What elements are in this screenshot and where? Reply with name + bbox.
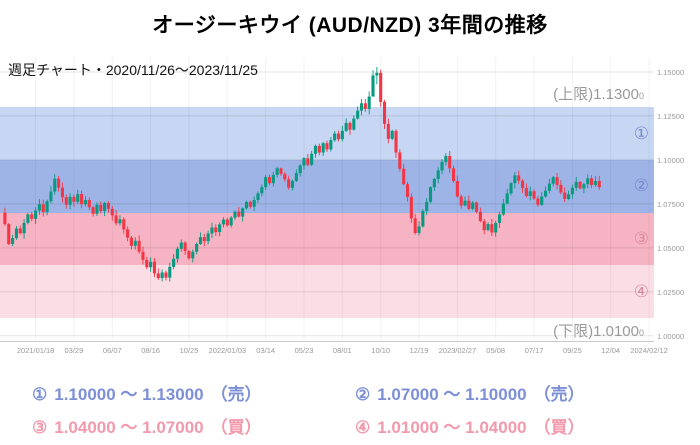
x-axis-label: 08/01 bbox=[332, 346, 352, 355]
x-axis-label: 12/19 bbox=[409, 346, 429, 355]
lower-limit-label: (下限)1.01000 bbox=[553, 320, 644, 341]
legend-range: 1.01000 ～ 1.04000 bbox=[377, 418, 527, 437]
upper-limit-small-zero: 0 bbox=[638, 91, 644, 101]
chart-area: 週足チャート・2020/11/26〜2023/11/25 (上限)1.13000… bbox=[0, 50, 700, 372]
candles-svg bbox=[0, 57, 654, 342]
x-axis-label: 2021/01/18 bbox=[16, 346, 55, 355]
zone-marker-2: ② bbox=[633, 176, 649, 196]
plot-area: 週足チャート・2020/11/26〜2023/11/25 (上限)1.13000… bbox=[0, 57, 654, 342]
legend-item-zone2: ② 1.07000 ～ 1.10000 （売） bbox=[355, 380, 678, 405]
zone-band-3 bbox=[0, 212, 654, 266]
zone-marker-4: ④ bbox=[633, 281, 649, 301]
x-axis-label: 09/25 bbox=[563, 346, 582, 355]
legend-item-zone4: ④ 1.01000 ～ 1.04000 （買） bbox=[355, 413, 678, 438]
legend-zone-number: ④ bbox=[355, 418, 371, 437]
y-axis-label: 1.02500 bbox=[657, 287, 685, 297]
legend-zone-number: ① bbox=[32, 385, 48, 404]
zone-marker-1: ① bbox=[633, 123, 649, 143]
legend-side: （買） bbox=[533, 418, 585, 437]
y-axis-label: 1.00000 bbox=[657, 331, 685, 341]
zone-marker-3: ③ bbox=[633, 229, 649, 249]
legend-range: 1.07000 ～ 1.10000 bbox=[377, 385, 527, 404]
x-axis-label: 07/17 bbox=[524, 346, 544, 355]
x-axis-label: 2024/02/12 bbox=[630, 346, 668, 355]
legend-zone-number: ② bbox=[355, 385, 371, 404]
y-axis-label: 1.07500 bbox=[657, 199, 685, 209]
x-axis-labels: 2021/01/18 03/29 06/07 08/16 10/25 2022/01/03… bbox=[0, 346, 700, 358]
upper-limit-text: (上限)1.1300 bbox=[553, 86, 639, 103]
x-axis-label: 05/08 bbox=[486, 346, 506, 355]
y-axis-labels: 1.15000 1.12500 1.10000 1.07500 1.05000 1.025… bbox=[657, 57, 699, 342]
x-axis-label: 2022/01/03 bbox=[208, 346, 247, 355]
legend-item-zone1: ① 1.10000 ～ 1.13000 （売） bbox=[32, 380, 355, 405]
y-axis-label: 1.12500 bbox=[657, 111, 685, 121]
page-title: オージーキウイ (AUD/NZD) 3年間の推移 bbox=[152, 14, 548, 37]
y-axis-label: 1.15000 bbox=[657, 67, 685, 77]
y-axis-label: 1.05000 bbox=[657, 243, 685, 253]
legend-zone-number: ③ bbox=[32, 418, 48, 437]
x-axis-label: 10/10 bbox=[371, 346, 391, 355]
legend-side: （売） bbox=[210, 385, 262, 404]
x-axis-label: 10/25 bbox=[179, 346, 199, 355]
x-axis-label: 03/14 bbox=[256, 346, 276, 355]
legend-side: （買） bbox=[210, 418, 262, 437]
x-axis-label: 03/29 bbox=[64, 346, 84, 355]
x-axis-label: 05/23 bbox=[294, 346, 314, 355]
legend-range: 1.04000 ～ 1.07000 bbox=[54, 418, 204, 437]
x-axis-label: 2023/02/27 bbox=[438, 346, 477, 355]
upper-limit-label: (上限)1.13000 bbox=[553, 83, 644, 104]
zone-band-4 bbox=[0, 265, 654, 319]
legend-item-zone3: ③ 1.04000 ～ 1.07000 （買） bbox=[32, 413, 355, 438]
y-axis-label: 1.10000 bbox=[657, 155, 685, 165]
x-axis-label: 06/07 bbox=[102, 346, 122, 355]
legend-range: 1.10000 ～ 1.13000 bbox=[54, 385, 204, 404]
chart-subtitle: 週足チャート・2020/11/26〜2023/11/25 bbox=[8, 62, 258, 78]
legend-side: （売） bbox=[533, 385, 585, 404]
x-axis-label: 08/16 bbox=[141, 346, 160, 355]
lower-limit-text: (下限)1.0100 bbox=[553, 323, 639, 340]
legend: ① 1.10000 ～ 1.13000 （売） ② 1.07000 ～ 1.10… bbox=[32, 380, 678, 438]
lower-limit-small-zero: 0 bbox=[638, 328, 644, 338]
x-axis-label: 12/04 bbox=[601, 346, 621, 355]
